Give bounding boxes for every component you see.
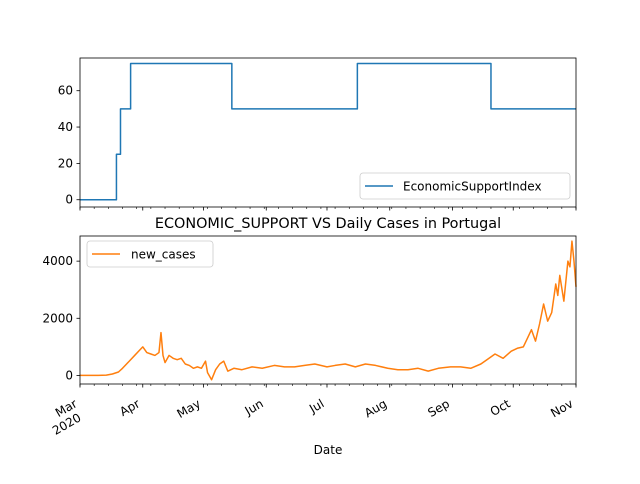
- y-tick-label: 0: [65, 368, 73, 382]
- top-y-axis-ticks: 0 20 40 60: [58, 84, 80, 207]
- x-tick-label: Jun: [242, 396, 266, 418]
- x-tick-label: May: [175, 396, 203, 421]
- x-tick-label: Oct: [488, 396, 513, 419]
- bottom-axes-frame: [79, 235, 577, 385]
- top-x-axis-ticks: [79, 207, 577, 211]
- x-tick-label: Sep: [425, 396, 452, 419]
- y-tick-label: 0: [65, 193, 73, 207]
- daily-cases-panel: ECONOMIC_SUPPORT VS Daily Cases in Portu…: [42, 216, 577, 457]
- top-legend-label: EconomicSupportIndex: [403, 180, 542, 194]
- bottom-y-axis-ticks: 0 2000 4000: [42, 254, 80, 382]
- bottom-legend-box: [86, 240, 214, 268]
- economic-support-panel: 0 20 40 60 EconomicSupportIndex: [58, 57, 577, 211]
- series-line-cases: [79, 240, 577, 381]
- x-axis-label: Date: [314, 443, 343, 457]
- x-tick-label: Aug: [362, 396, 389, 420]
- top-plot-lines: [80, 62, 576, 201]
- x-tick-label: Nov: [548, 396, 575, 420]
- top-legend-box: [359, 172, 571, 200]
- bottom-legend: new_cases: [86, 240, 214, 268]
- y-tick-label: 20: [58, 156, 73, 170]
- x-tick-label: Jul: [306, 396, 326, 416]
- top-axes-frame: [79, 57, 577, 208]
- y-tick-label: 60: [58, 84, 73, 98]
- x-tick-label: Apr: [117, 396, 142, 419]
- y-tick-label: 2000: [42, 311, 73, 325]
- bottom-legend-label: new_cases: [131, 248, 196, 262]
- bottom-chart-title: ECONOMIC_SUPPORT VS Daily Cases in Portu…: [155, 216, 501, 232]
- y-tick-label: 4000: [42, 254, 73, 268]
- series-line-economic: [80, 62, 576, 201]
- bottom-plot-lines: [79, 240, 577, 381]
- top-legend: EconomicSupportIndex: [359, 172, 571, 200]
- y-tick-label: 40: [58, 120, 73, 134]
